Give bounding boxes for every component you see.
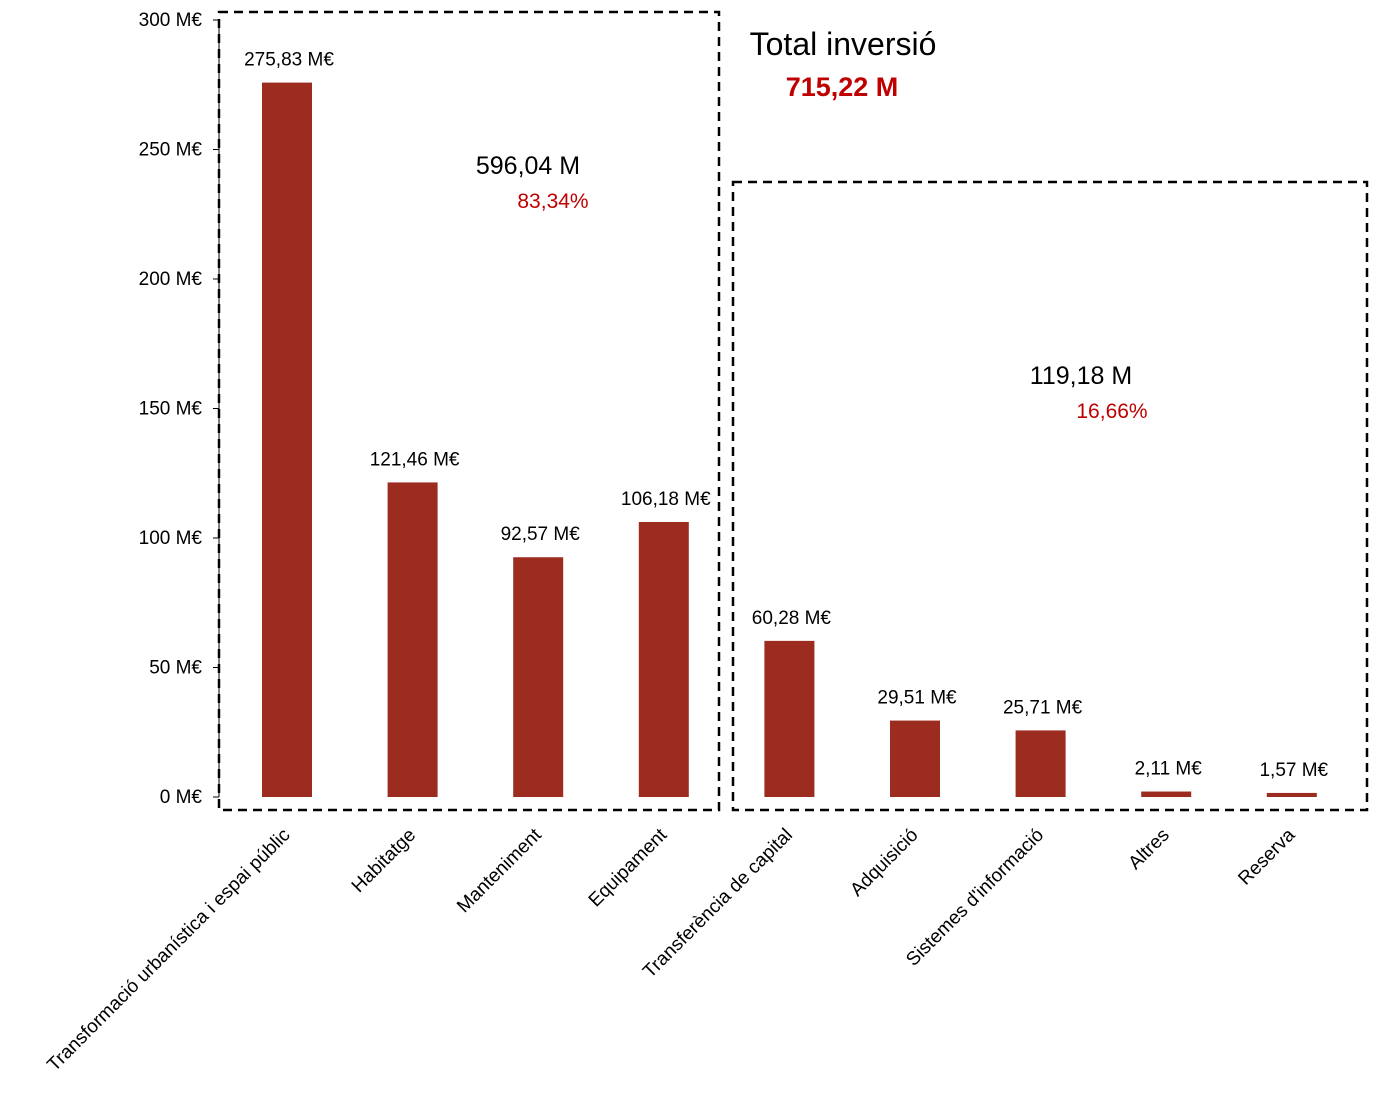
data-label: 121,46 M€ [370, 449, 460, 470]
group-box-2 [731, 180, 1369, 812]
data-label: 2,11 M€ [1135, 759, 1203, 780]
y-tick-label: 0 M€ [160, 787, 203, 808]
data-labels: 275,83 M€ 121,46 M€ 92,57 M€ 106,18 M€ 60,28… [244, 50, 1328, 781]
group-box-1 [217, 10, 721, 812]
y-tick-label: 100 M€ [139, 528, 203, 549]
bar [890, 720, 940, 797]
category-label: Adquisició [846, 825, 922, 901]
data-label: 92,57 M€ [501, 524, 581, 545]
bar [638, 521, 689, 797]
data-label: 29,51 M€ [877, 688, 957, 709]
y-axis-ticks: 0 M€ 50 M€ 100 M€ 150 M€ 200 M€ 250 M€ 300 M€ [139, 10, 219, 808]
category-label: Reserva [1234, 824, 1299, 889]
group-2-percent: 16,66% [1076, 400, 1147, 423]
group-1-percent: 83,34% [517, 190, 588, 213]
category-label: Transferència de capital [639, 825, 797, 983]
category-label: Equipament [585, 824, 672, 911]
y-tick-label: 150 M€ [139, 399, 203, 420]
bar [1015, 730, 1066, 797]
data-label: 25,71 M€ [1003, 697, 1083, 718]
bar [262, 82, 312, 798]
category-label: Sistemes d'informació [902, 825, 1048, 971]
bar [764, 640, 815, 797]
data-label: 106,18 M€ [621, 489, 711, 510]
group-1-value: 596,04 M [476, 152, 580, 180]
y-tick-label: 200 M€ [139, 269, 203, 290]
y-tick-label: 50 M€ [149, 658, 202, 679]
category-label: Transformació urbanística i espai públic [43, 825, 294, 1076]
y-tick-label: 300 M€ [139, 10, 203, 31]
data-label: 60,28 M€ [752, 608, 832, 629]
total-title: Total inversió [750, 26, 937, 62]
bar [387, 482, 438, 797]
bar [1266, 792, 1317, 797]
data-label: 275,83 M€ [244, 50, 334, 71]
y-tick-label: 250 M€ [139, 140, 203, 161]
group-2-value: 119,18 M [1030, 362, 1132, 390]
data-label: 1,57 M€ [1259, 760, 1328, 781]
bar [1141, 791, 1192, 797]
category-label: Manteniment [453, 824, 546, 917]
bars [262, 82, 1317, 798]
category-label: Altres [1125, 825, 1174, 874]
category-labels: Transformació urbanística i espai públic… [43, 824, 1299, 1076]
total-value: 715,22 M [786, 72, 899, 102]
category-label: Habitatge [348, 825, 420, 897]
bar [513, 557, 564, 797]
